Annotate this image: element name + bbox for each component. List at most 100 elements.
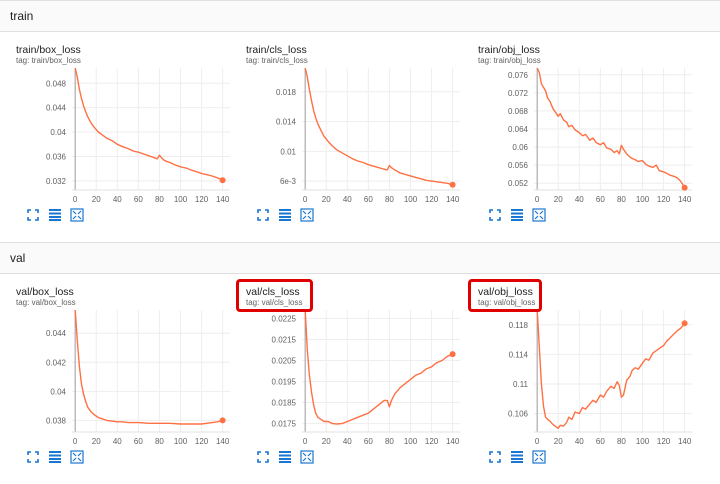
x-tick-label: 120 [195, 437, 209, 446]
x-tick-label: 40 [575, 437, 584, 446]
expand-icon[interactable] [488, 208, 502, 222]
highlight-box [468, 279, 542, 312]
x-tick-label: 100 [174, 437, 188, 446]
series-line [304, 309, 453, 425]
x-tick-label: 120 [195, 195, 209, 204]
series-line [74, 67, 223, 181]
y-tick-label: 0.106 [508, 410, 529, 419]
x-tick-label: 120 [657, 437, 671, 446]
last-point-marker [681, 320, 688, 327]
last-point-marker [219, 417, 226, 424]
chart-card: train/box_loss tag: train/box_loss 0.048 0.… [10, 40, 240, 230]
x-tick-label: 120 [425, 437, 439, 446]
y-tick-label: 0.018 [276, 88, 297, 97]
fit-domain-icon[interactable] [300, 450, 314, 464]
expand-icon[interactable] [256, 208, 270, 222]
y-tick-label: 0.044 [46, 329, 67, 338]
x-tick-label: 0 [303, 437, 308, 446]
x-tick-label: 20 [322, 437, 331, 446]
x-tick-label: 140 [216, 195, 230, 204]
y-tick-label: 0.0215 [272, 335, 297, 344]
line-chart[interactable]: 0.0225 0.0215 0.0205 0.0195 0.0185 0.0175 0 20 4… [240, 306, 470, 448]
x-tick-label: 40 [575, 195, 584, 204]
chart-title: val/cls_loss [246, 286, 300, 298]
data-table-icon[interactable] [48, 450, 62, 464]
data-table-icon[interactable] [278, 208, 292, 222]
y-tick-label: 0.032 [46, 177, 67, 186]
line-chart[interactable]: 0.118 0.114 0.11 0.106 0 20 40 60 80 100 120 140 [472, 306, 702, 448]
x-tick-label: 0 [303, 195, 308, 204]
fit-domain-icon[interactable] [70, 208, 84, 222]
y-tick-label: 0.114 [509, 350, 529, 359]
last-point-marker [219, 177, 226, 184]
line-chart[interactable]: 0.048 0.044 0.04 0.036 0.032 0 20 40 60 80 100 120 1… [10, 64, 240, 206]
y-tick-label: 0.064 [508, 125, 529, 134]
expand-icon[interactable] [26, 208, 40, 222]
expand-icon[interactable] [26, 450, 40, 464]
x-tick-label: 60 [134, 195, 143, 204]
expand-icon[interactable] [256, 450, 270, 464]
y-tick-label: 0.052 [508, 179, 529, 188]
y-tick-label: 0.06 [512, 143, 528, 152]
y-tick-label: 0.072 [508, 89, 529, 98]
x-tick-label: 100 [404, 195, 418, 204]
chart-card: val/cls_loss tag: val/cls_loss 0.0225 0.021… [236, 279, 470, 472]
x-tick-label: 40 [113, 195, 122, 204]
chart-tag: tag: val/cls_loss [246, 298, 303, 307]
x-tick-label: 40 [343, 437, 352, 446]
series-line [536, 67, 686, 189]
x-tick-label: 140 [446, 195, 460, 204]
section-header-val[interactable]: val [0, 242, 720, 274]
section-header-train[interactable]: train [0, 0, 720, 32]
x-tick-label: 40 [113, 437, 122, 446]
x-tick-label: 140 [678, 195, 692, 204]
x-tick-label: 80 [385, 437, 394, 446]
data-table-icon[interactable] [510, 208, 524, 222]
x-tick-label: 40 [343, 195, 352, 204]
y-tick-label: 6e-3 [280, 177, 297, 186]
line-chart[interactable]: 0.044 0.042 0.04 0.038 0 20 40 60 80 100 120 140 [10, 306, 240, 448]
line-chart[interactable]: 0.076 0.072 0.068 0.064 0.06 0.056 0.052 0 20 40 6… [472, 64, 702, 206]
section-title: train [10, 9, 34, 23]
x-tick-label: 140 [446, 437, 460, 446]
x-tick-label: 100 [174, 195, 188, 204]
series-line [304, 67, 453, 186]
x-tick-label: 80 [617, 437, 626, 446]
line-chart[interactable]: 0.018 0.014 0.01 6e-3 0 20 40 60 80 100 120 140 [240, 64, 470, 206]
y-tick-label: 0.068 [508, 107, 529, 116]
y-tick-label: 0.04 [50, 387, 66, 396]
y-tick-label: 0.076 [508, 71, 529, 80]
x-tick-label: 0 [73, 437, 78, 446]
last-point-marker [681, 184, 688, 191]
fit-domain-icon[interactable] [70, 450, 84, 464]
x-tick-label: 20 [92, 195, 101, 204]
chart-tag: tag: val/obj_loss [478, 298, 536, 307]
data-table-icon[interactable] [48, 208, 62, 222]
x-tick-label: 0 [535, 437, 540, 446]
section-title: val [10, 251, 26, 265]
data-table-icon[interactable] [510, 450, 524, 464]
fit-domain-icon[interactable] [300, 208, 314, 222]
fit-domain-icon[interactable] [532, 450, 546, 464]
x-tick-label: 60 [364, 195, 373, 204]
y-tick-label: 0.04 [50, 128, 66, 137]
x-tick-label: 120 [657, 195, 671, 204]
fit-domain-icon[interactable] [532, 208, 546, 222]
x-tick-label: 80 [617, 195, 626, 204]
expand-icon[interactable] [488, 450, 502, 464]
highlight-box [236, 279, 313, 312]
x-tick-label: 0 [535, 195, 540, 204]
series-line [536, 309, 686, 430]
data-table-icon[interactable] [278, 450, 292, 464]
chart-tag: tag: train/box_loss [16, 56, 81, 65]
x-tick-label: 140 [216, 437, 230, 446]
chart-card: val/obj_loss tag: val/obj_loss 0.118 0.114 0… [468, 279, 702, 472]
x-tick-label: 20 [322, 195, 331, 204]
y-tick-label: 0.01 [280, 147, 296, 156]
chart-card: val/box_loss tag: val/box_loss 0.044 0.042 0… [10, 282, 240, 472]
x-tick-label: 80 [155, 195, 164, 204]
x-tick-label: 20 [554, 195, 563, 204]
x-tick-label: 60 [596, 437, 605, 446]
x-tick-label: 80 [385, 195, 394, 204]
chart-card: train/cls_loss tag: train/cls_loss 0.018 0.… [240, 40, 470, 230]
